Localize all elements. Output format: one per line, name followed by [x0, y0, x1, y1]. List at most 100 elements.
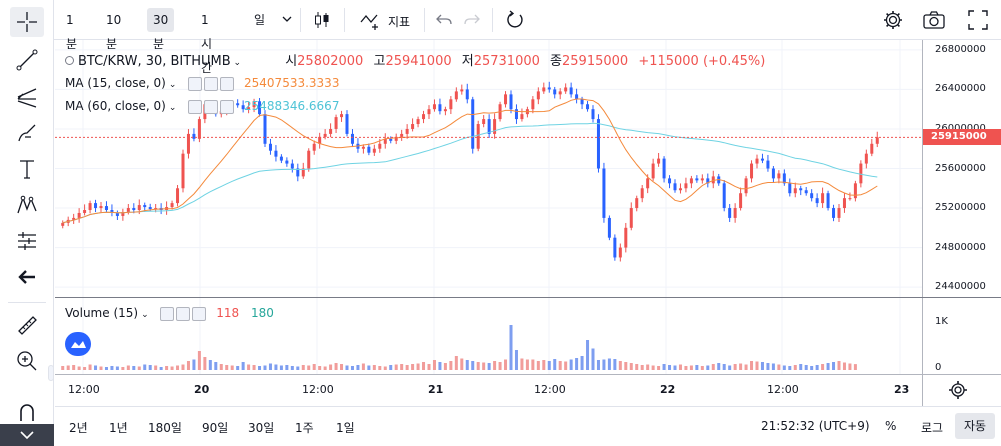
- volume-bar: [372, 365, 376, 370]
- volume-bar: [263, 365, 267, 370]
- crosshair-tool[interactable]: [10, 7, 44, 37]
- toolbar-collapse-button[interactable]: [0, 424, 54, 446]
- ruler-lines-icon: [18, 232, 36, 250]
- volume-bar: [165, 366, 169, 370]
- volume-bar: [340, 364, 344, 370]
- candle-body: [104, 206, 108, 211]
- volume-bar: [236, 366, 240, 370]
- volume-bar: [170, 366, 174, 370]
- eye-icon[interactable]: [188, 76, 203, 91]
- fib-tool[interactable]: [10, 82, 44, 112]
- indicators-icon[interactable]: [360, 10, 382, 30]
- candles: [61, 81, 879, 262]
- candle-body: [629, 208, 633, 228]
- timeframe-10m[interactable]: 10분: [106, 13, 122, 51]
- volume-bar: [416, 363, 420, 370]
- percent-toggle[interactable]: %: [885, 419, 897, 433]
- candle-body: [640, 188, 644, 199]
- range-1d[interactable]: 1일: [336, 421, 355, 435]
- volume-bar: [684, 366, 688, 370]
- redo-icon[interactable]: [464, 12, 480, 28]
- chart-area[interactable]: BTC/KRW, 30, BITHUMB ⌄ 시25802000 고259410…: [55, 40, 1001, 406]
- pane-separator[interactable]: [55, 297, 1001, 298]
- eye-icon[interactable]: [160, 306, 175, 321]
- text-tool[interactable]: [10, 154, 44, 184]
- refresh-icon[interactable]: [505, 10, 525, 30]
- chevron-down-icon[interactable]: ⌄: [168, 80, 177, 90]
- candle-body: [596, 119, 600, 169]
- candle-body: [274, 150, 278, 157]
- camera-icon[interactable]: [922, 10, 946, 30]
- drawing-toolbar: [0, 0, 54, 446]
- toolbar-divider: [424, 8, 425, 32]
- volume-bar: [427, 364, 431, 370]
- candle-body: [389, 138, 393, 141]
- candle-body: [460, 89, 464, 92]
- close-icon[interactable]: [220, 76, 235, 91]
- candle-body: [706, 178, 710, 184]
- close-icon[interactable]: [192, 306, 207, 321]
- candle-body: [94, 203, 98, 209]
- gear-icon[interactable]: [176, 306, 191, 321]
- gear-icon[interactable]: [948, 380, 968, 400]
- volume-bar: [449, 361, 453, 370]
- volume-label[interactable]: Volume (15): [65, 306, 139, 320]
- timeframe-30m[interactable]: 30분: [147, 8, 175, 51]
- candle-body: [815, 198, 819, 204]
- candle-style-icon[interactable]: [312, 10, 332, 30]
- fullscreen-icon[interactable]: [968, 10, 988, 30]
- volume-bar: [531, 359, 535, 370]
- volume-bar: [793, 365, 797, 370]
- range-2y[interactable]: 2년: [69, 421, 88, 435]
- chevron-down-icon[interactable]: [282, 16, 292, 24]
- current-price-label: 25915000: [923, 129, 1001, 146]
- log-toggle[interactable]: 로그: [921, 421, 944, 435]
- chevron-down-icon[interactable]: ⌄: [141, 310, 149, 320]
- measure-tool[interactable]: [10, 310, 44, 340]
- auto-toggle[interactable]: 자동: [955, 413, 995, 439]
- timeframe-1m[interactable]: 1분: [66, 13, 78, 51]
- volume-bar: [121, 367, 125, 370]
- zoom-tool[interactable]: [10, 346, 44, 376]
- gear-icon[interactable]: [204, 99, 219, 114]
- candle-body: [400, 133, 404, 137]
- candle-body: [99, 206, 103, 209]
- back-tool[interactable]: [10, 262, 44, 292]
- range-1y[interactable]: 1년: [109, 421, 128, 435]
- volume-bar: [635, 364, 639, 370]
- chevron-down-icon[interactable]: ⌄: [168, 103, 177, 113]
- timeframe-1h[interactable]: 1시간: [201, 13, 213, 75]
- gear-icon[interactable]: [882, 9, 904, 31]
- price-chart-svg[interactable]: [55, 40, 1001, 406]
- brush-tool[interactable]: [10, 118, 44, 148]
- indicators-label[interactable]: 지표: [388, 15, 411, 29]
- pitchfork-icon: [17, 88, 37, 108]
- range-90d[interactable]: 90일: [202, 421, 229, 435]
- gear-icon[interactable]: [204, 76, 219, 91]
- ma15-label[interactable]: MA (15, close, 0): [65, 76, 166, 90]
- trendline-tool[interactable]: [10, 45, 44, 75]
- volume-bar: [356, 365, 360, 370]
- range-30d[interactable]: 30일: [248, 421, 275, 435]
- price-axis-tick: 25200000: [935, 202, 986, 214]
- pattern-tool[interactable]: [10, 190, 44, 220]
- ma60-label[interactable]: MA (60, close, 0): [65, 99, 166, 113]
- prediction-tool[interactable]: [10, 226, 44, 256]
- close-icon[interactable]: [220, 99, 235, 114]
- range-180d[interactable]: 180일: [148, 421, 182, 435]
- volume-bar: [771, 363, 775, 370]
- timeframe-day[interactable]: 일: [254, 13, 266, 27]
- candle-body: [438, 104, 442, 112]
- volume-bar: [695, 365, 699, 370]
- top-toolbar: 1분 10분 30분 1시간 일 지표: [0, 0, 1001, 75]
- volume-bar: [520, 358, 524, 370]
- undo-icon[interactable]: [436, 12, 452, 28]
- eye-icon[interactable]: [188, 99, 203, 114]
- chevron-down-icon[interactable]: ⌄: [230, 58, 242, 68]
- toolbar-scroll-handle[interactable]: [48, 365, 54, 381]
- volume-bar: [312, 364, 316, 370]
- candle-body: [329, 128, 333, 134]
- range-1w[interactable]: 1주: [295, 421, 314, 435]
- symbol-label[interactable]: BTC/KRW, 30, BITHUMB: [78, 54, 231, 69]
- magnet-tool[interactable]: [10, 396, 44, 426]
